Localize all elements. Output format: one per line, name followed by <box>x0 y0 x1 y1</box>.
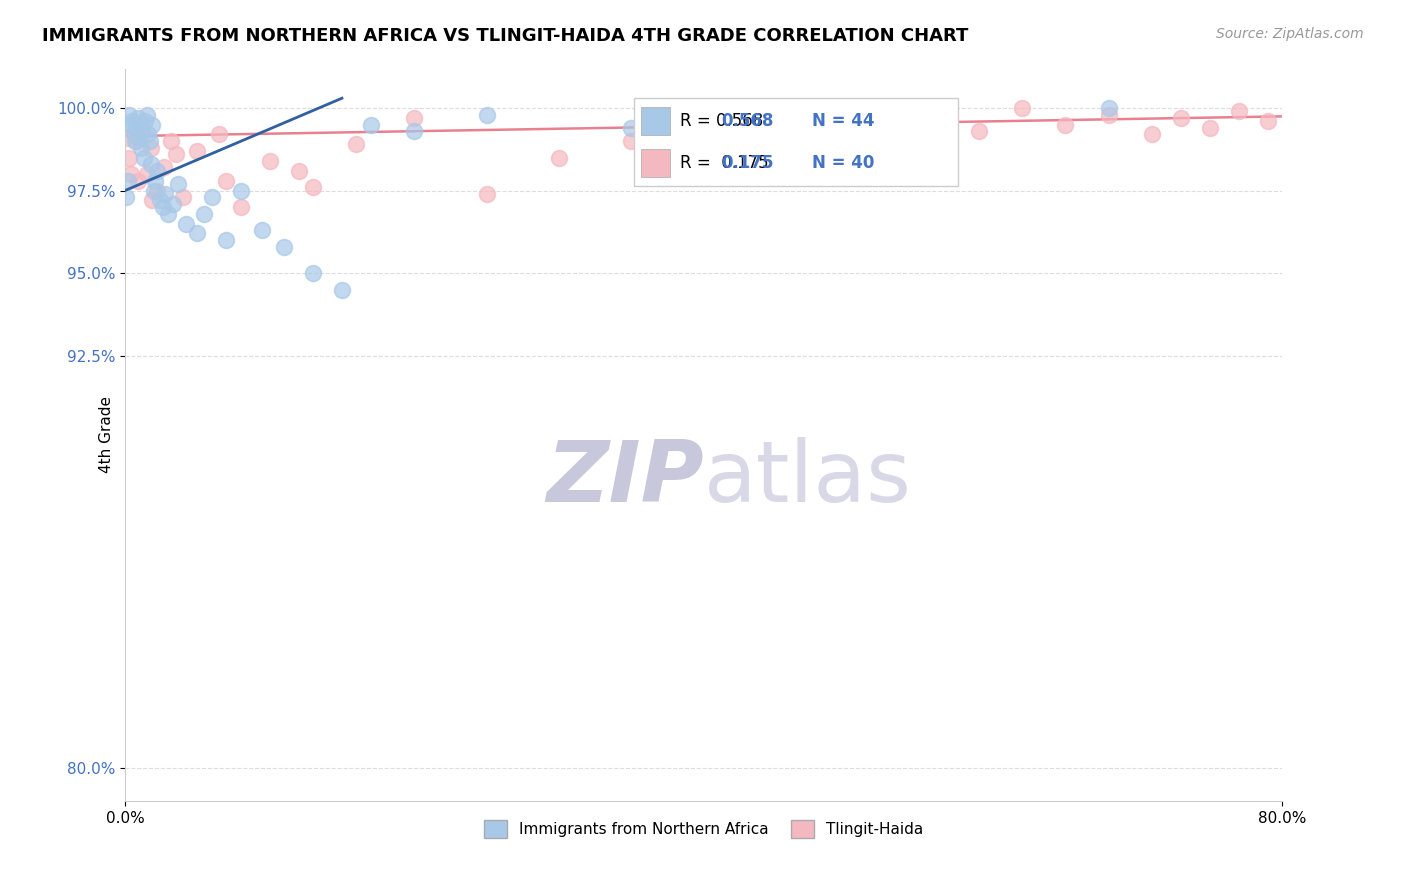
Point <box>1170 111 1192 125</box>
Point <box>1098 108 1121 122</box>
Point <box>404 124 426 138</box>
Point <box>910 114 932 128</box>
Point <box>1098 101 1121 115</box>
Point <box>252 223 274 237</box>
Point <box>118 108 141 122</box>
Point <box>967 124 990 138</box>
Point <box>125 120 148 135</box>
Point <box>910 111 932 125</box>
Point <box>167 177 190 191</box>
Point <box>193 207 215 221</box>
Text: atlas: atlas <box>703 437 911 520</box>
Point <box>208 128 231 142</box>
Point <box>115 130 138 145</box>
Text: IMMIGRANTS FROM NORTHERN AFRICA VS TLINGIT-HAIDA 4TH GRADE CORRELATION CHART: IMMIGRANTS FROM NORTHERN AFRICA VS TLING… <box>42 27 969 45</box>
Point <box>287 163 309 178</box>
Point <box>837 170 859 185</box>
Legend: Immigrants from Northern Africa, Tlingit-Haida: Immigrants from Northern Africa, Tlingit… <box>478 814 929 845</box>
Point <box>141 118 163 132</box>
Point <box>121 114 143 128</box>
Point <box>172 190 194 204</box>
Point <box>136 128 159 142</box>
Point <box>165 147 187 161</box>
Y-axis label: 4th Grade: 4th Grade <box>98 396 114 473</box>
Point <box>122 124 145 138</box>
Point <box>229 200 252 214</box>
Point <box>186 227 208 241</box>
Point <box>548 151 571 165</box>
Text: Source: ZipAtlas.com: Source: ZipAtlas.com <box>1216 27 1364 41</box>
Point <box>344 137 367 152</box>
Point <box>115 190 138 204</box>
Point <box>302 266 325 280</box>
Point <box>143 174 166 188</box>
Point <box>135 108 157 122</box>
Point <box>330 283 353 297</box>
Point <box>1199 120 1222 135</box>
Point <box>124 134 146 148</box>
Point <box>152 200 174 214</box>
Point <box>302 180 325 194</box>
Point <box>127 174 149 188</box>
Point <box>1227 104 1250 119</box>
Point <box>138 134 160 148</box>
Point <box>145 163 167 178</box>
Point <box>142 184 165 198</box>
Point <box>128 130 150 145</box>
Point <box>404 111 426 125</box>
Point <box>134 114 156 128</box>
Point <box>259 153 281 168</box>
Point <box>201 190 224 204</box>
Point <box>160 134 183 148</box>
Point <box>215 233 238 247</box>
Point <box>186 144 208 158</box>
Point <box>765 120 787 135</box>
Point <box>139 141 162 155</box>
Point <box>131 124 153 138</box>
Point <box>132 151 155 165</box>
Point <box>135 167 157 181</box>
Point <box>215 174 238 188</box>
Point <box>620 134 643 148</box>
Point <box>120 167 142 181</box>
Point <box>129 141 152 155</box>
Point <box>118 151 141 165</box>
Point <box>125 134 148 148</box>
Point <box>360 118 382 132</box>
Point <box>620 120 643 135</box>
Text: ZIP: ZIP <box>546 437 703 520</box>
Point <box>131 118 153 132</box>
Point <box>475 186 498 201</box>
Point <box>120 118 142 132</box>
Point <box>117 174 139 188</box>
Point <box>162 196 184 211</box>
Point <box>1142 128 1164 142</box>
Point <box>122 128 145 142</box>
Point <box>145 184 167 198</box>
Point <box>127 111 149 125</box>
Point <box>174 217 197 231</box>
Point <box>141 194 163 208</box>
Point <box>692 157 714 171</box>
Point <box>153 161 176 175</box>
Point <box>157 207 180 221</box>
Point <box>155 186 177 201</box>
Point <box>1054 118 1077 132</box>
Point <box>149 194 172 208</box>
Point <box>229 184 252 198</box>
Point <box>475 108 498 122</box>
Point <box>1011 101 1033 115</box>
Point <box>139 157 162 171</box>
Point <box>1257 114 1279 128</box>
Point <box>273 240 295 254</box>
